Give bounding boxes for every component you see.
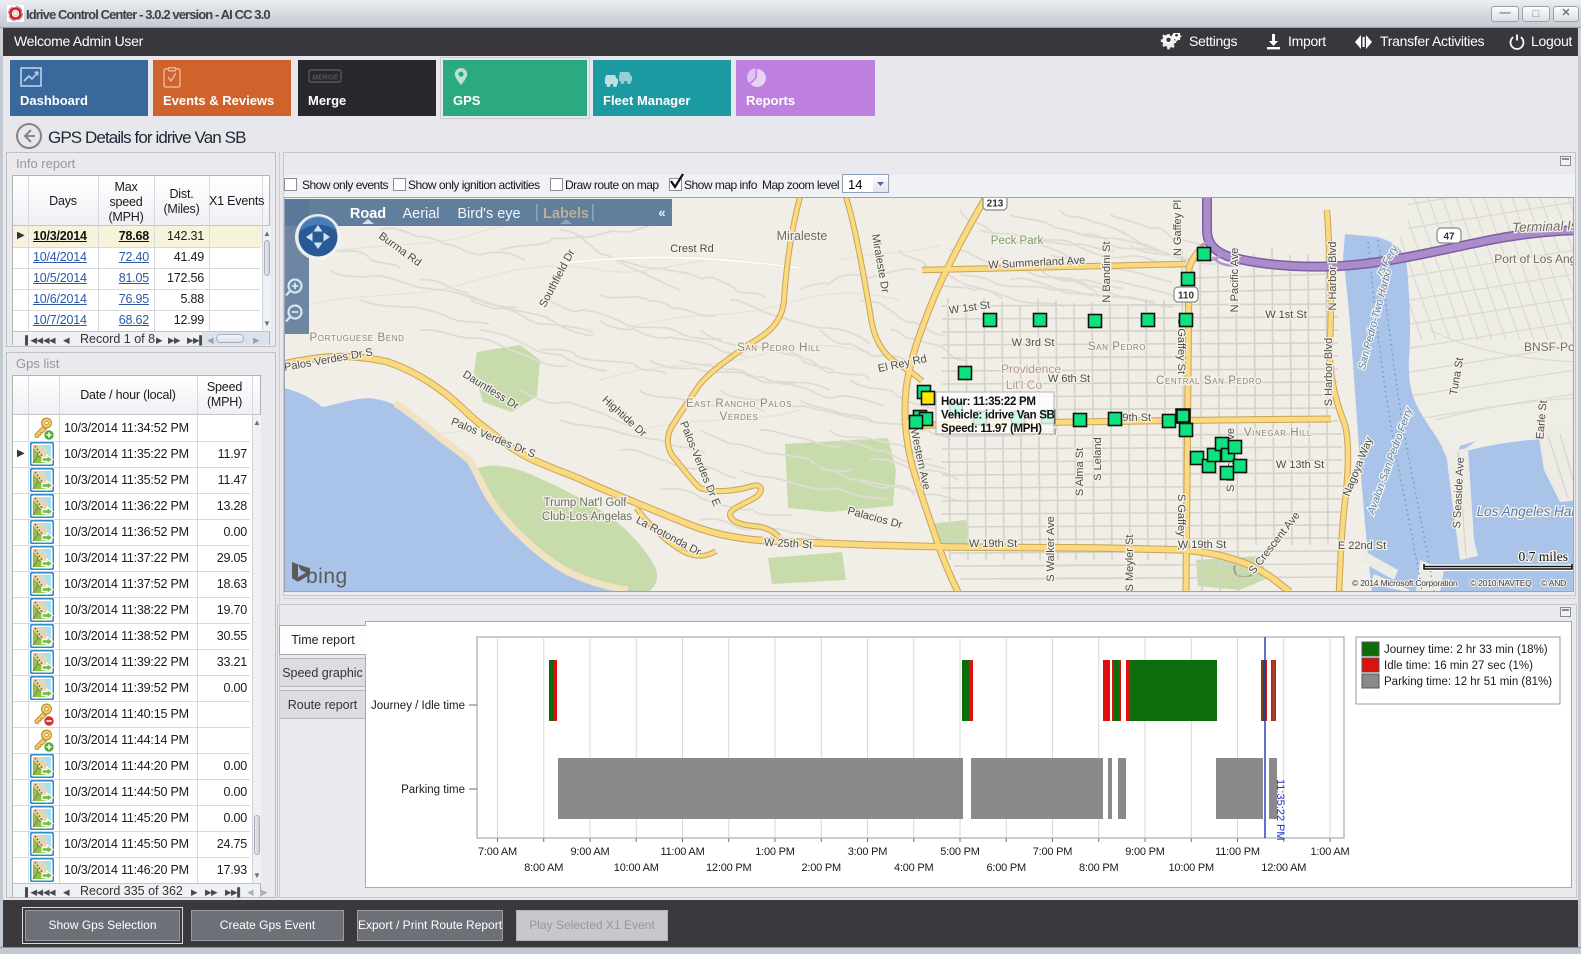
svg-text:Journey / Idle time: Journey / Idle time	[371, 700, 465, 712]
svg-text:Idle time: 16 min 27 sec (1%): Idle time: 16 min 27 sec (1%)	[1384, 660, 1533, 672]
svg-text:12:00 AM: 12:00 AM	[1261, 862, 1306, 874]
svg-text:7:00 AM: 7:00 AM	[478, 846, 517, 858]
svg-text:Central San Pedro: Central San Pedro	[1156, 375, 1262, 387]
svg-text:10:00 AM: 10:00 AM	[614, 862, 659, 874]
svg-text:2:00 PM: 2:00 PM	[801, 862, 841, 874]
svg-text:BNSF-Port: BNSF-Port	[1524, 340, 1574, 354]
svg-text:Journey time: 2 hr 33 min (18%: Journey time: 2 hr 33 min (18%)	[1384, 644, 1548, 656]
svg-text:Bird's eye: Bird's eye	[457, 206, 520, 222]
svg-text:11:00 PM: 11:00 PM	[1215, 846, 1260, 858]
svg-text:San Pedro Hill: San Pedro Hill	[737, 342, 821, 354]
svg-text:Club-Los Angelas: Club-Los Angelas	[542, 511, 632, 523]
svg-text:Hour: 11:35:22 PM: Hour: 11:35:22 PM	[941, 396, 1036, 408]
svg-text:Earle St: Earle St	[1534, 400, 1549, 440]
svg-text:6:00 PM: 6:00 PM	[986, 862, 1026, 874]
svg-text:11:35:22 PM: 11:35:22 PM	[1274, 779, 1286, 841]
svg-text:Portuguese Bend: Portuguese Bend	[310, 332, 405, 344]
svg-text:S Gaffey St: S Gaffey St	[1175, 494, 1187, 550]
svg-text:Port of Los Angel: Port of Los Angel	[1494, 252, 1574, 266]
svg-text:11:00 AM: 11:00 AM	[660, 846, 704, 858]
svg-text:Lit'l Co: Lit'l Co	[1006, 378, 1043, 392]
svg-text:4:00 PM: 4:00 PM	[894, 862, 934, 874]
svg-text:7:00 PM: 7:00 PM	[1033, 846, 1073, 858]
svg-text:0.7 miles: 0.7 miles	[1519, 549, 1569, 564]
svg-text:Parking time: 12 hr 51 min (81: Parking time: 12 hr 51 min (81%)	[1384, 676, 1552, 688]
svg-text:8:00 PM: 8:00 PM	[1079, 862, 1119, 874]
svg-text:W 13th St: W 13th St	[1276, 459, 1324, 471]
svg-text:Terminal Is: Terminal Is	[1512, 218, 1574, 235]
svg-text:213: 213	[987, 199, 1004, 210]
svg-text:Providence: Providence	[1001, 362, 1061, 376]
svg-text:Miraleste: Miraleste	[777, 229, 828, 243]
svg-text:N Bandini St: N Bandini St	[1101, 241, 1113, 302]
svg-text:3:00 PM: 3:00 PM	[848, 846, 888, 858]
svg-text:Trump Nat'l Golf: Trump Nat'l Golf	[544, 497, 628, 509]
svg-text:1:00 AM: 1:00 AM	[1311, 846, 1350, 858]
svg-text:bing: bing	[306, 565, 348, 588]
svg-text:Speed: 11.97 (MPH): Speed: 11.97 (MPH)	[941, 423, 1042, 435]
svg-text:10:00 PM: 10:00 PM	[1169, 862, 1215, 874]
svg-text:W 1st St: W 1st St	[1265, 309, 1307, 321]
svg-text:W 3rd St: W 3rd St	[1012, 337, 1055, 349]
svg-text:9:00 PM: 9:00 PM	[1125, 846, 1165, 858]
svg-text:East Rancho Palos: East Rancho Palos	[686, 398, 792, 410]
svg-text:Vehicle: idrive Van SB: Vehicle: idrive Van SB	[941, 410, 1055, 422]
svg-text:Vinegar Hill: Vinegar Hill	[1244, 427, 1312, 439]
svg-text:S Gaffey St: S Gaffey St	[1175, 318, 1187, 374]
svg-text:N Pacific Ave: N Pacific Ave	[1229, 248, 1241, 313]
svg-text:© 2010 NAVTEQ: © 2010 NAVTEQ	[1470, 578, 1532, 588]
svg-text:S Walker Ave: S Walker Ave	[1045, 516, 1057, 581]
svg-text:MERGE: MERGE	[312, 75, 338, 82]
svg-text:Aerial: Aerial	[402, 206, 439, 222]
svg-text:1:00 PM: 1:00 PM	[755, 846, 795, 858]
svg-text:S Meyler St: S Meyler St	[1124, 535, 1136, 592]
svg-text:S Alma St: S Alma St	[1074, 448, 1086, 496]
svg-text:Peck Park: Peck Park	[991, 235, 1044, 247]
svg-text:12:00 PM: 12:00 PM	[706, 862, 752, 874]
svg-text:Crest Rd: Crest Rd	[670, 243, 713, 255]
svg-text:N Gaffey Pl: N Gaffey Pl	[1172, 200, 1184, 256]
svg-text:Parking time: Parking time	[401, 784, 465, 796]
svg-text:W 6th St: W 6th St	[1048, 373, 1090, 385]
svg-text:S Seaside Ave: S Seaside Ave	[1451, 457, 1467, 529]
svg-text:San Pedro: San Pedro	[1088, 341, 1146, 353]
svg-text:© AND: © AND	[1541, 578, 1566, 588]
svg-text:N Harbor Blvd: N Harbor Blvd	[1327, 241, 1339, 310]
svg-text:S Leland: S Leland	[1092, 437, 1104, 480]
svg-text:Verdes: Verdes	[720, 411, 759, 423]
svg-text:5:00 PM: 5:00 PM	[940, 846, 980, 858]
svg-text:Road: Road	[350, 206, 386, 222]
svg-text:110: 110	[1178, 291, 1195, 302]
svg-text:W 19th St: W 19th St	[1178, 539, 1226, 551]
svg-text:Labels: Labels	[543, 206, 589, 222]
svg-text:S Harbor Blvd: S Harbor Blvd	[1323, 338, 1335, 406]
svg-text:Los Angeles Harb: Los Angeles Harb	[1477, 504, 1574, 519]
svg-text:© 2014 Microsoft Corporation: © 2014 Microsoft Corporation	[1352, 578, 1458, 588]
svg-text:9:00 AM: 9:00 AM	[571, 846, 610, 858]
svg-text:«: «	[658, 205, 665, 220]
svg-text:47: 47	[1443, 232, 1455, 243]
svg-text:E 22nd St: E 22nd St	[1338, 540, 1386, 552]
svg-text:W 19th St: W 19th St	[969, 538, 1017, 550]
svg-text:W 25th St: W 25th St	[764, 537, 813, 552]
svg-text:8:00 AM: 8:00 AM	[524, 862, 563, 874]
